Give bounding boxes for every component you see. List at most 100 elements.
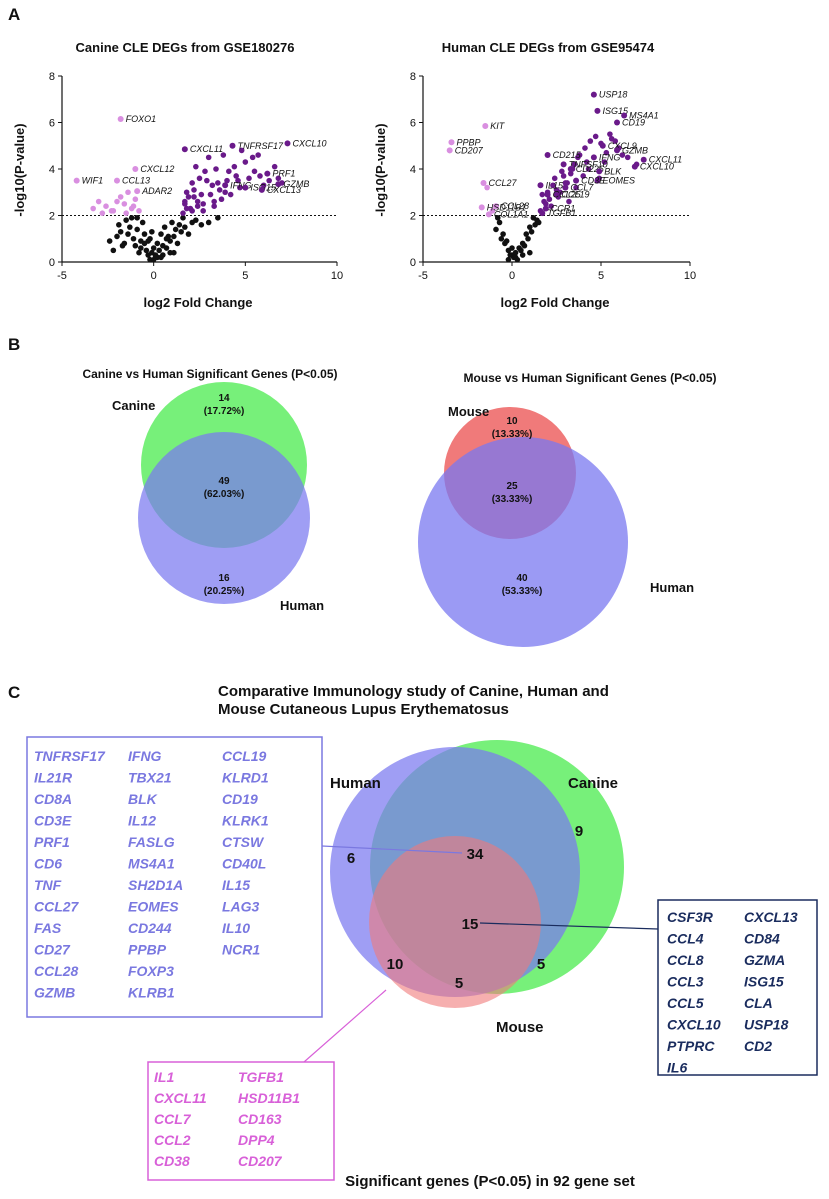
canine-ns-point: [117, 228, 124, 235]
all-three-gene: CXCL10: [667, 1017, 721, 1033]
canine-ns-point: [138, 245, 144, 251]
human-ns-point: [512, 249, 519, 256]
human-gene-label: CCL19: [562, 190, 590, 200]
human-up-point: [551, 175, 558, 182]
human-canine-gene: IL10: [222, 920, 250, 936]
canine-ns-point: [163, 235, 170, 242]
human-y-tick-label: 6: [410, 118, 416, 130]
canine-ns-point: [180, 215, 186, 221]
canine-volcano-title: Canine CLE DEGs from GSE180276: [76, 40, 295, 55]
human-canine-connector: [321, 845, 463, 854]
human-labeled-point: [621, 112, 628, 119]
human-mouse-gene: CD38: [154, 1153, 190, 1169]
canine-ns-point: [158, 254, 164, 261]
canine-ns-point: [172, 226, 179, 233]
canine-only-count-c: 9: [575, 823, 583, 840]
canine-up-point: [194, 203, 201, 209]
canine-up-point: [224, 177, 230, 184]
canine-down-point: [136, 208, 142, 214]
canine-down-point: [110, 208, 117, 214]
canine-up-point: [193, 163, 199, 170]
canine-volcano-plot: Canine CLE DEGs from GSE180276 -log10(P-…: [12, 40, 343, 310]
human-x-tick-label: 0: [509, 270, 515, 282]
canine-up-point: [194, 198, 201, 205]
human-ns-point: [519, 252, 526, 258]
human-canine-gene-list: TNFRSF17 IL21R CD8A CD3E PRF1 CD6 TNF CCL27 FAS C…: [34, 748, 269, 1001]
canine-gene-label: CXCL11: [190, 144, 223, 154]
panel-c-title-line-2: Mouse Cutaneous Lupus Erythematosus: [218, 701, 509, 718]
canine-gene-label: WIF1: [82, 176, 104, 186]
canine-set-label-c: Canine: [568, 775, 618, 792]
all-three-gene: ISG15: [744, 974, 784, 990]
canine-down-point: [114, 198, 120, 205]
human-gene-label: TGFB1: [547, 208, 576, 218]
human-labeled-point: [544, 191, 551, 198]
canine-ns-point: [178, 228, 184, 235]
mouse-human-venn-title: Mouse vs Human Significant Genes (P<0.05…: [463, 371, 716, 385]
canine-y-tick-label: 2: [49, 211, 55, 223]
human-gene-label: CD3E: [581, 176, 606, 186]
human-only-count-c: 6: [347, 850, 355, 867]
canine-ns-point: [154, 240, 161, 247]
canine-gene-label: TNFRSF17: [238, 141, 285, 151]
human-x-tick-label: 10: [684, 270, 696, 282]
human-up-point: [583, 159, 590, 165]
canine-up-point: [183, 189, 190, 196]
canine-ns-point: [176, 222, 183, 228]
human-up-point: [567, 170, 574, 177]
all-three-gene: CCL4: [667, 931, 704, 947]
human-x-tick-label: 5: [598, 270, 604, 282]
human-volcano-title: Human CLE DEGs from GSE95474: [442, 40, 655, 55]
panel-label-a: A: [8, 5, 20, 24]
human-up-point: [580, 173, 586, 179]
human-gene-label: KIT: [490, 121, 506, 131]
human-gene-label: BLK: [604, 166, 622, 176]
canine-labeled-point: [117, 116, 124, 123]
human-down-point: [489, 208, 496, 214]
human-canine-gene: KLRD1: [222, 770, 269, 786]
canine-ns-point: [174, 240, 181, 247]
human-canine-gene: EOMES: [128, 899, 179, 915]
human-y-tick-label: 0: [410, 257, 416, 269]
canine-ns-point: [136, 249, 142, 256]
human-gene-label: IFNG: [599, 152, 621, 162]
canine-ns-point: [123, 217, 129, 223]
canine-ns-point: [116, 222, 122, 228]
human-up-point: [573, 184, 579, 191]
canine-up-point: [211, 203, 217, 209]
human-canine-gene-box: [26, 736, 323, 1018]
human-gene-label: CXCL10: [640, 162, 674, 172]
canine-x-tick-label: -5: [57, 270, 67, 282]
canine-ns-point: [128, 215, 135, 221]
panel-label-b: B: [8, 335, 20, 354]
canine-up-point: [182, 198, 188, 205]
canine-only-percent: (17.72%): [204, 406, 245, 417]
human-gene-label: PPBP: [456, 137, 480, 147]
human-gene-label: CD226: [576, 164, 604, 174]
human-mouse-gene: CD207: [238, 1153, 283, 1169]
human-canine-gene: IL21R: [34, 770, 73, 786]
canine-up-point: [207, 191, 214, 198]
human-mouse-connector: [303, 989, 387, 1063]
human-y-tick-label: 8: [410, 71, 416, 83]
canine-down-point: [103, 203, 109, 209]
mouse-set-label-c: Mouse: [496, 1019, 544, 1036]
canine-up-point: [215, 180, 221, 186]
canine-ns-point: [147, 235, 153, 242]
human-labeled-point: [480, 179, 487, 186]
human-mouse-gene: DPP4: [238, 1132, 275, 1148]
canine-up-point: [255, 152, 261, 158]
canine-ns-point: [134, 215, 140, 221]
human-canine-gene: NCR1: [222, 942, 260, 958]
human-ns-point: [503, 238, 510, 244]
human-labeled-point: [590, 91, 597, 98]
all-three-gene: GZMA: [744, 952, 785, 968]
canine-up-point: [200, 208, 206, 214]
human-ns-point: [500, 231, 506, 237]
canine-up-point: [202, 168, 208, 175]
human-gene-label: CCL7: [570, 183, 594, 193]
human-canine-gene: SH2D1A: [128, 877, 183, 893]
human-canine-gene: KLRB1: [128, 985, 175, 1001]
all-three-gene: CCL5: [667, 995, 704, 1011]
